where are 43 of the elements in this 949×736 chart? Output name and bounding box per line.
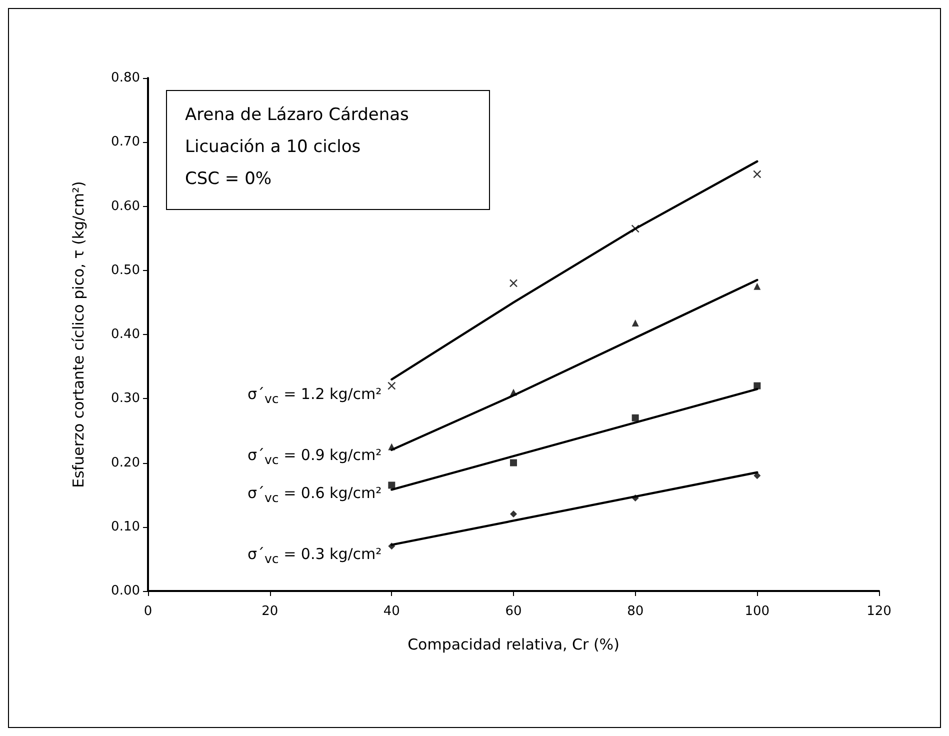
annotation: CSC = 0% <box>184 168 273 191</box>
y-tick-label: 0.30 <box>111 391 140 406</box>
point <box>754 282 761 290</box>
point <box>632 494 639 502</box>
point <box>510 388 517 396</box>
point <box>388 382 396 390</box>
point <box>754 472 761 480</box>
y-tick-label: 0.50 <box>111 262 140 278</box>
x-tick-label: 100 <box>744 604 770 619</box>
point <box>509 279 518 288</box>
x-tick-label: 120 <box>866 604 892 619</box>
series-label: σ´$_{vc}$ = 0.3 kg/cm² <box>248 544 382 568</box>
point <box>754 382 761 390</box>
y-axis-title: Esfuerzo cortante cíclico pico, τ (kg/cm²) <box>70 181 88 488</box>
point <box>753 170 762 178</box>
point <box>388 482 396 489</box>
point <box>510 459 517 466</box>
point <box>631 224 640 233</box>
x-tick-label: 0 <box>144 604 152 619</box>
y-tick-label: 0.00 <box>111 584 140 598</box>
annotation: Arena de Lázaro Cárdenas <box>184 104 410 127</box>
x-tick-label: 40 <box>383 604 400 619</box>
series-label: σ´$_{vc}$ = 0.6 kg/cm² <box>248 483 382 508</box>
y-tick-label: 0.20 <box>111 455 140 470</box>
x-tick-label: 80 <box>627 604 644 619</box>
line-series <box>390 160 758 380</box>
point <box>510 510 517 518</box>
x-tick-label: 60 <box>505 604 522 619</box>
y-tick-label: 0.80 <box>111 70 140 86</box>
series-label: σ´$_{vc}$ = 1.2 kg/cm² <box>248 384 382 408</box>
point <box>388 542 396 550</box>
annotation: Licuación a 10 ciclos <box>184 136 362 159</box>
text-box: Arena de Lázaro Cárdenas Licuación a 10 ciclos CSC = 0% <box>166 90 490 210</box>
y-tick-label: 0.40 <box>111 327 140 342</box>
y-tick-label: 0.70 <box>111 134 140 150</box>
point <box>632 319 639 326</box>
y-tick-label: 0.10 <box>111 519 140 534</box>
point <box>632 414 639 422</box>
point <box>388 443 396 450</box>
y-tick-label: 0.60 <box>111 198 140 214</box>
series-label: σ´$_{vc}$ = 0.9 kg/cm² <box>248 444 382 469</box>
x-tick-label: 20 <box>262 604 278 619</box>
x-axis-title: Compacidad relativa, Cr (%) <box>408 636 620 654</box>
